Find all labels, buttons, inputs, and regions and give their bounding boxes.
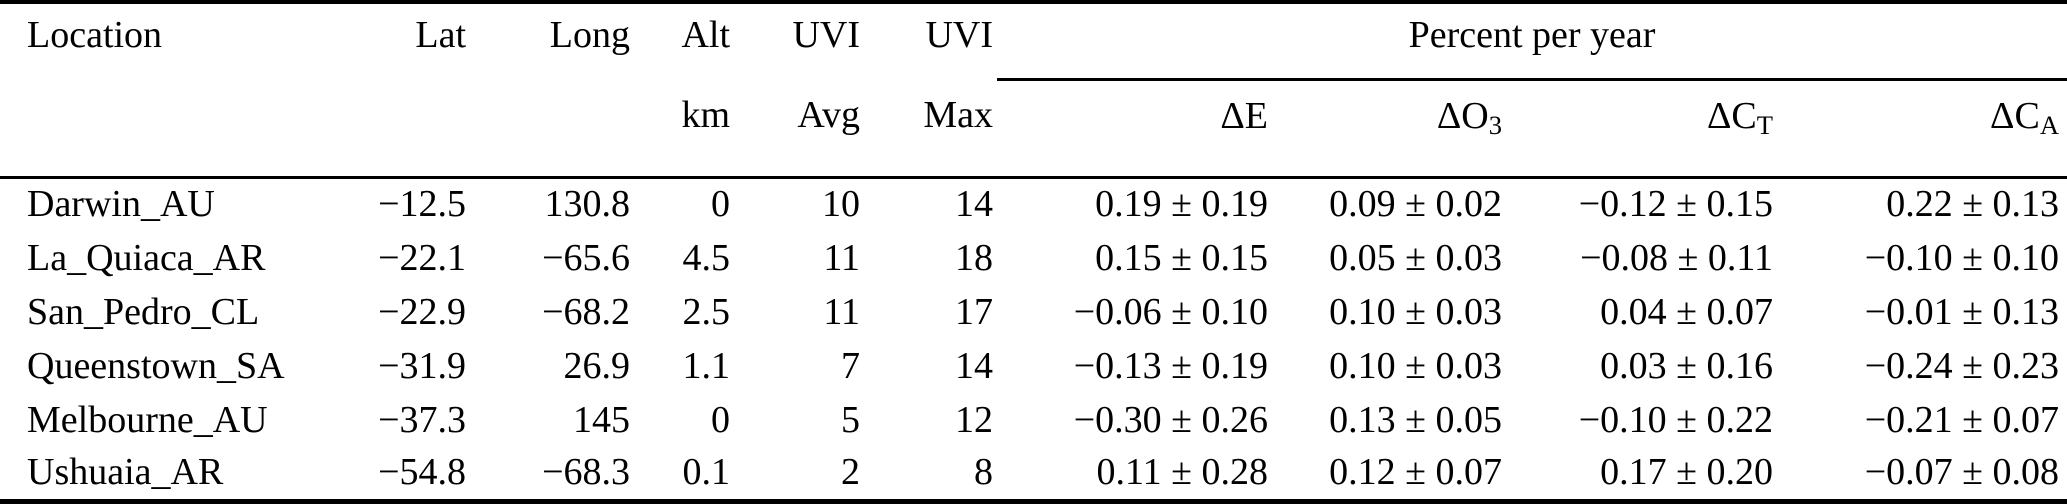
- table-row: Melbourne_AU −37.3 145 0 5 12 −0.30 ± 0.…: [0, 394, 2067, 448]
- col-header-uvi-max: UVI: [925, 14, 993, 56]
- cell-alt: 0.1: [682, 451, 731, 494]
- cell-long: 26.9: [563, 344, 631, 387]
- cell-delta-ct: −0.10 ± 0.22: [1578, 398, 1773, 441]
- cell-lat: −54.8: [378, 451, 466, 494]
- cell-long: 145: [573, 398, 630, 441]
- col-header-uvi-avg-label: Avg: [734, 79, 864, 179]
- cell-lat: −22.1: [378, 236, 466, 279]
- cell-uvi-max: 14: [955, 344, 993, 387]
- cell-delta-e: −0.06 ± 0.10: [1073, 290, 1268, 333]
- cell-delta-o3: 0.13 ± 0.05: [1329, 398, 1502, 441]
- cell-alt: 0: [711, 398, 730, 441]
- cell-delta-e: −0.30 ± 0.26: [1073, 398, 1268, 441]
- col-header-location: Location: [0, 2, 350, 179]
- delta-o3-subscript: 3: [1488, 109, 1502, 140]
- table-header: Location Lat Long Alt UVI UVI Percent pe…: [0, 2, 2067, 179]
- table-body: Darwin_AU −12.5 130.8 0 10 14 0.19 ± 0.1…: [0, 178, 2067, 502]
- cell-uvi-max: 12: [955, 398, 993, 441]
- cell-alt: 1.1: [682, 344, 731, 387]
- cell-location: La_Quiaca_AR: [27, 236, 266, 279]
- cell-delta-ct: 0.03 ± 0.16: [1600, 344, 1773, 387]
- cell-delta-ct: 0.04 ± 0.07: [1600, 290, 1773, 333]
- col-header-uvi-avg: UVI: [792, 14, 860, 56]
- cell-delta-ct: −0.08 ± 0.11: [1580, 236, 1773, 279]
- cell-delta-ca: −0.24 ± 0.23: [1864, 344, 2060, 387]
- col-header-delta-e: ΔE: [997, 79, 1272, 179]
- col-header-lat: Lat: [350, 2, 470, 179]
- delta-ct-base: ΔC: [1706, 95, 1757, 137]
- cell-delta-e: 0.15 ± 0.15: [1095, 236, 1268, 279]
- table-row: San_Pedro_CL −22.9 −68.2 2.5 11 17 −0.06…: [0, 286, 2067, 340]
- cell-lat: −12.5: [378, 183, 466, 226]
- cell-uvi-max: 17: [955, 290, 993, 333]
- col-header-uvi-max-label: Max: [864, 79, 997, 179]
- col-header-delta-ca: ΔCA: [1777, 79, 2067, 179]
- cell-uvi-max: 18: [955, 236, 993, 279]
- cell-uvi-max: 8: [974, 451, 993, 494]
- cell-alt: 2.5: [682, 290, 731, 333]
- cell-location: Darwin_AU: [27, 183, 215, 226]
- cell-delta-ca: 0.22 ± 0.13: [1886, 183, 2060, 226]
- cell-long: −65.6: [542, 236, 630, 279]
- cell-long: −68.2: [542, 290, 630, 333]
- cell-delta-ca: −0.10 ± 0.10: [1864, 236, 2060, 279]
- cell-uvi-avg: 2: [841, 451, 860, 494]
- delta-o3-base: ΔO: [1436, 95, 1489, 137]
- cell-lat: −31.9: [378, 344, 466, 387]
- col-header-alt-unit: km: [634, 79, 734, 179]
- delta-ca-base: ΔC: [1990, 95, 2040, 137]
- col-header-delta-o3: ΔO3: [1272, 79, 1506, 179]
- cell-delta-ca: −0.21 ± 0.07: [1864, 398, 2060, 441]
- cell-delta-e: 0.19 ± 0.19: [1095, 183, 1268, 226]
- cell-delta-o3: 0.10 ± 0.03: [1329, 290, 1502, 333]
- col-header-alt: Alt: [681, 14, 730, 56]
- cell-delta-o3: 0.12 ± 0.07: [1329, 451, 1502, 494]
- col-header-delta-ct: ΔCT: [1506, 79, 1777, 179]
- cell-uvi-max: 14: [955, 183, 993, 226]
- cell-delta-o3: 0.09 ± 0.02: [1329, 183, 1502, 226]
- cell-uvi-avg: 10: [822, 183, 860, 226]
- delta-e-label: ΔE: [1220, 95, 1268, 137]
- cell-uvi-avg: 11: [823, 236, 860, 279]
- table-row: Ushuaia_AR −54.8 −68.3 0.1 2 8 0.11 ± 0.…: [0, 448, 2067, 502]
- cell-lat: −37.3: [378, 398, 466, 441]
- cell-location: Ushuaia_AR: [27, 451, 224, 494]
- table-row: Queenstown_SA −31.9 26.9 1.1 7 14 −0.13 …: [0, 340, 2067, 394]
- table-row: La_Quiaca_AR −22.1 −65.6 4.5 11 18 0.15 …: [0, 232, 2067, 286]
- cell-location: Melbourne_AU: [27, 398, 268, 441]
- delta-ca-subscript: A: [2039, 109, 2060, 140]
- cell-alt: 0: [711, 183, 730, 226]
- cell-long: 130.8: [544, 183, 631, 226]
- delta-ct-subscript: T: [1756, 109, 1773, 140]
- cell-delta-ca: −0.07 ± 0.08: [1864, 451, 2060, 494]
- cell-uvi-avg: 7: [841, 344, 860, 387]
- cell-delta-ct: −0.12 ± 0.15: [1578, 183, 1773, 226]
- cell-delta-o3: 0.05 ± 0.03: [1329, 236, 1502, 279]
- cell-delta-ca: −0.01 ± 0.13: [1864, 290, 2060, 333]
- cell-lat: −22.9: [378, 290, 466, 333]
- cell-uvi-avg: 5: [841, 398, 860, 441]
- cell-location: San_Pedro_CL: [27, 290, 260, 333]
- cell-delta-e: −0.13 ± 0.19: [1073, 344, 1268, 387]
- cell-delta-e: 0.11 ± 0.28: [1096, 451, 1268, 494]
- cell-delta-o3: 0.10 ± 0.03: [1329, 344, 1502, 387]
- cell-location: Queenstown_SA: [27, 344, 285, 387]
- cell-alt: 4.5: [682, 236, 731, 279]
- cell-uvi-avg: 11: [823, 290, 860, 333]
- col-header-long: Long: [470, 2, 634, 179]
- cell-long: −68.3: [542, 451, 630, 494]
- table-row: Darwin_AU −12.5 130.8 0 10 14 0.19 ± 0.1…: [0, 178, 2067, 232]
- col-group-header-percent-per-year: Percent per year: [997, 2, 2067, 81]
- cell-delta-ct: 0.17 ± 0.20: [1600, 451, 1773, 494]
